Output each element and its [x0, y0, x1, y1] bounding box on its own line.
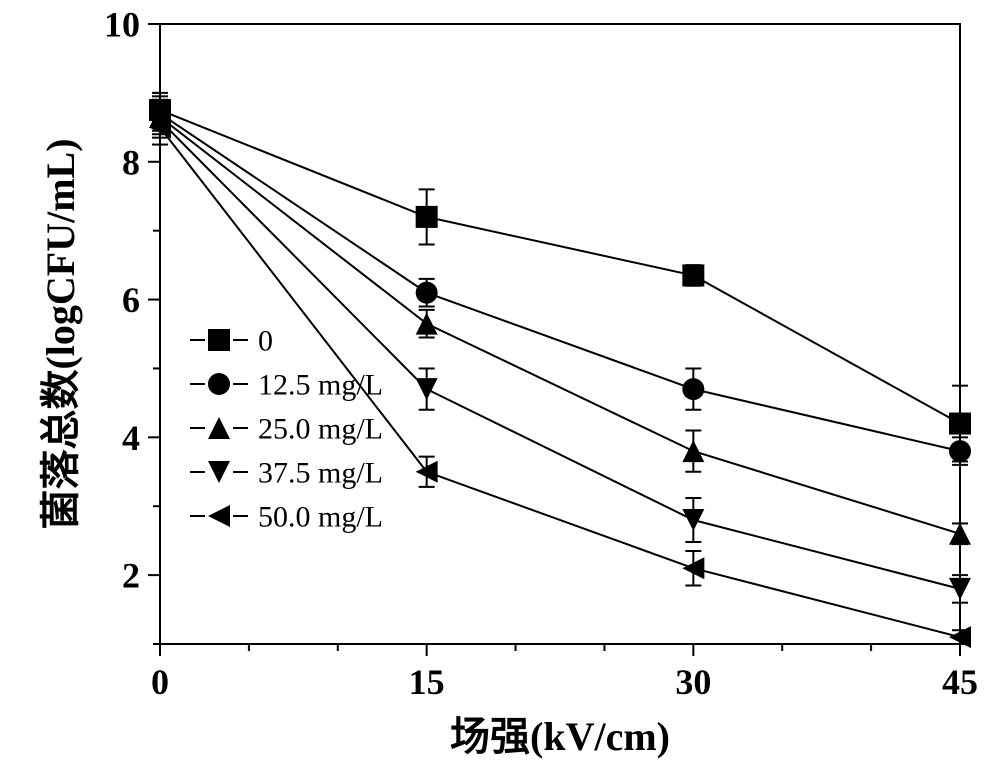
- legend-label: 12.5 mg/L: [258, 369, 383, 402]
- y-tick-label: 4: [122, 418, 140, 458]
- legend-label: 0: [258, 325, 273, 358]
- y-tick-label: 8: [122, 142, 140, 182]
- x-tick-label: 30: [675, 662, 711, 702]
- line-chart: 0 15 30 45 场强(kV/cm) 2 4 6 8 10 菌落总数(logCFU/mL) 0 12…: [0, 0, 1000, 768]
- x-tick-label: 15: [409, 662, 445, 702]
- chart-container: 0 15 30 45 场强(kV/cm) 2 4 6 8 10 菌落总数(logCFU/mL) 0 12…: [0, 0, 1000, 768]
- y-tick-label: 10: [104, 5, 140, 45]
- y-tick-label: 2: [122, 556, 140, 596]
- legend-label: 50.0 mg/L: [258, 501, 383, 534]
- legend-label: 25.0 mg/L: [258, 413, 383, 446]
- y-tick-label: 6: [122, 280, 140, 320]
- x-tick-label: 45: [942, 662, 978, 702]
- x-tick-label: 0: [151, 662, 169, 702]
- legend-label: 37.5 mg/L: [258, 457, 383, 490]
- y-axis-label: 菌落总数(logCFU/mL): [38, 138, 83, 529]
- x-axis-label: 场强(kV/cm): [450, 714, 670, 759]
